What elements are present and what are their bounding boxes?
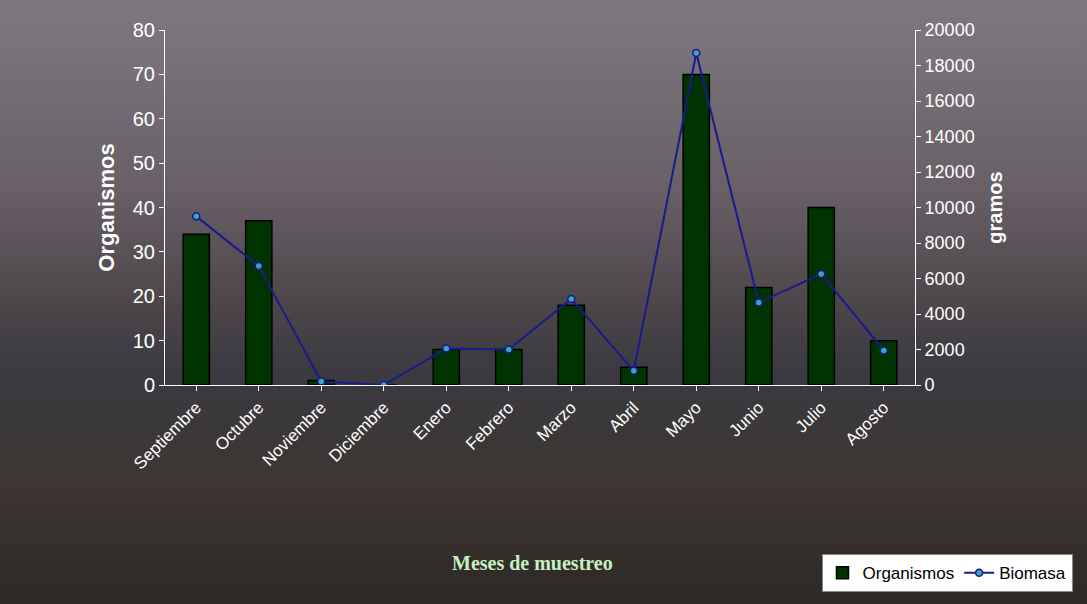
svg-text:Enero: Enero (410, 398, 456, 444)
svg-text:Organismos: Organismos (94, 143, 119, 271)
svg-text:20000: 20000 (925, 20, 975, 40)
svg-text:16000: 16000 (925, 91, 975, 111)
svg-text:Marzo: Marzo (533, 398, 580, 445)
svg-text:60: 60 (133, 108, 155, 130)
svg-text:18000: 18000 (925, 56, 975, 76)
svg-text:70: 70 (133, 63, 155, 85)
svg-text:12000: 12000 (925, 162, 975, 182)
svg-text:10000: 10000 (925, 198, 975, 218)
svg-text:30: 30 (133, 241, 155, 263)
svg-text:Octubre: Octubre (211, 398, 267, 454)
svg-text:gramos: gramos (984, 171, 1006, 243)
svg-text:Septiembre: Septiembre (130, 398, 205, 473)
svg-text:Organismos: Organismos (863, 564, 955, 583)
svg-text:Junio: Junio (725, 398, 767, 440)
svg-text:0: 0 (925, 375, 935, 395)
svg-text:8000: 8000 (925, 233, 965, 253)
svg-text:2000: 2000 (925, 340, 965, 360)
svg-text:Abril: Abril (605, 398, 642, 435)
svg-text:Julio: Julio (792, 398, 830, 436)
svg-text:Noviembre: Noviembre (259, 398, 331, 470)
svg-text:Biomasa: Biomasa (999, 564, 1066, 583)
svg-text:Diciembre: Diciembre (325, 398, 393, 466)
svg-text:10: 10 (133, 330, 155, 352)
svg-text:Meses de muestreo: Meses de muestreo (452, 552, 613, 574)
svg-text:Agosto: Agosto (842, 398, 893, 449)
svg-text:14000: 14000 (925, 127, 975, 147)
svg-text:6000: 6000 (925, 269, 965, 289)
svg-text:40: 40 (133, 197, 155, 219)
svg-text:80: 80 (133, 19, 155, 41)
svg-text:Mayo: Mayo (662, 398, 705, 441)
svg-text:20: 20 (133, 285, 155, 307)
svg-text:Febrero: Febrero (462, 398, 518, 454)
svg-text:0: 0 (144, 374, 155, 396)
svg-text:4000: 4000 (925, 304, 965, 324)
svg-text:50: 50 (133, 152, 155, 174)
